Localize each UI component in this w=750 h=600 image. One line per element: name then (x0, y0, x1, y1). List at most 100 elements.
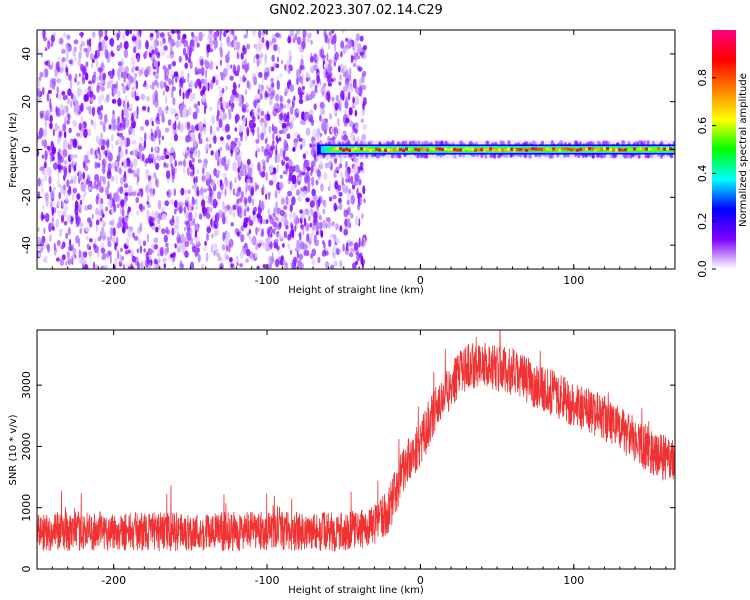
noise-speckle (43, 161, 47, 169)
noise-speckle (343, 228, 349, 236)
noise-speckle (125, 236, 130, 246)
noise-speckle (327, 82, 333, 87)
noise-speckle (63, 131, 67, 139)
noise-speckle (227, 42, 231, 47)
noise-speckle (309, 222, 313, 228)
noise-speckle (175, 215, 180, 225)
noise-speckle (320, 107, 326, 116)
noise-speckle (356, 87, 360, 95)
noise-speckle (217, 191, 222, 200)
noise-speckle (157, 200, 162, 210)
noise-speckle (94, 161, 98, 169)
noise-speckle (251, 198, 255, 207)
noise-speckle (248, 119, 254, 129)
noise-speckle (66, 34, 71, 40)
noise-speckle (204, 144, 208, 153)
noise-speckle (301, 85, 306, 91)
noise-speckle (301, 119, 304, 124)
noise-speckle (78, 73, 81, 78)
noise-speckle (240, 52, 244, 60)
noise-speckle (223, 30, 227, 38)
noise-speckle (257, 207, 262, 215)
noise-speckle (92, 261, 96, 269)
noise-speckle (290, 184, 295, 192)
noise-speckle (127, 230, 132, 239)
noise-speckle (252, 115, 256, 123)
noise-speckle (65, 105, 68, 113)
noise-speckle (175, 115, 180, 121)
colorbar-label: Normalized spectral amplitude (738, 73, 749, 227)
noise-speckle (213, 168, 217, 176)
noise-speckle (283, 205, 288, 211)
noise-speckle (345, 96, 348, 104)
noise-speckle (106, 81, 112, 89)
noise-speckle (37, 79, 41, 86)
signal-core-cell (561, 147, 565, 151)
noise-speckle (44, 47, 48, 52)
noise-speckle (161, 135, 165, 141)
noise-speckle (56, 239, 61, 247)
noise-speckle (211, 115, 216, 125)
noise-speckle (292, 165, 297, 172)
noise-speckle (174, 159, 177, 168)
noise-speckle (355, 33, 360, 42)
noise-speckle (269, 91, 275, 100)
noise-speckle (185, 53, 189, 61)
noise-speckle (259, 92, 263, 101)
noise-speckle (182, 47, 187, 56)
noise-speckle (111, 98, 117, 104)
noise-speckle (279, 233, 283, 239)
noise-speckle (76, 193, 81, 200)
noise-speckle (289, 30, 295, 37)
noise-speckle (144, 80, 147, 86)
signal-speckle (484, 153, 488, 159)
noise-speckle (148, 256, 152, 261)
noise-speckle (204, 240, 207, 246)
signal-core-cell (585, 147, 589, 151)
noise-speckle (331, 248, 335, 258)
noise-speckle (165, 105, 169, 112)
noise-speckle (153, 60, 159, 68)
noise-speckle (265, 171, 268, 182)
noise-speckle (329, 113, 332, 120)
noise-speckle (335, 132, 338, 138)
noise-speckle (171, 89, 174, 99)
noise-speckle (290, 249, 293, 255)
noise-speckle (191, 157, 195, 163)
noise-speckle (49, 98, 52, 109)
signal-core-cell (447, 148, 451, 152)
noise-speckle (333, 61, 336, 67)
signal-core-cell (384, 148, 388, 152)
noise-speckle (57, 137, 62, 143)
noise-speckle (76, 87, 82, 97)
signal-speckle (485, 140, 489, 146)
noise-speckle (116, 124, 121, 132)
noise-speckle (236, 51, 239, 60)
noise-speckle (305, 71, 310, 79)
noise-speckle (298, 253, 304, 260)
noise-speckle (302, 153, 307, 160)
noise-speckle (192, 218, 196, 226)
noise-speckle (260, 110, 265, 117)
noise-speckle (268, 235, 271, 244)
noise-speckle (276, 153, 281, 164)
noise-speckle (197, 254, 201, 263)
noise-speckle (346, 168, 349, 175)
noise-speckle (230, 222, 234, 227)
noise-speckle (281, 243, 285, 248)
signal-core-cell (351, 148, 355, 152)
noise-speckle (179, 104, 184, 115)
noise-speckle (293, 138, 298, 148)
noise-speckle (325, 91, 330, 101)
noise-speckle (333, 110, 337, 115)
noise-speckle (120, 176, 124, 186)
noise-speckle (257, 148, 261, 153)
noise-speckle (308, 215, 311, 222)
noise-speckle (354, 216, 359, 226)
noise-speckle (151, 135, 156, 142)
signal-core-cell (453, 148, 457, 152)
noise-speckle (236, 64, 241, 73)
noise-speckle (223, 67, 228, 78)
noise-speckle (128, 163, 134, 169)
